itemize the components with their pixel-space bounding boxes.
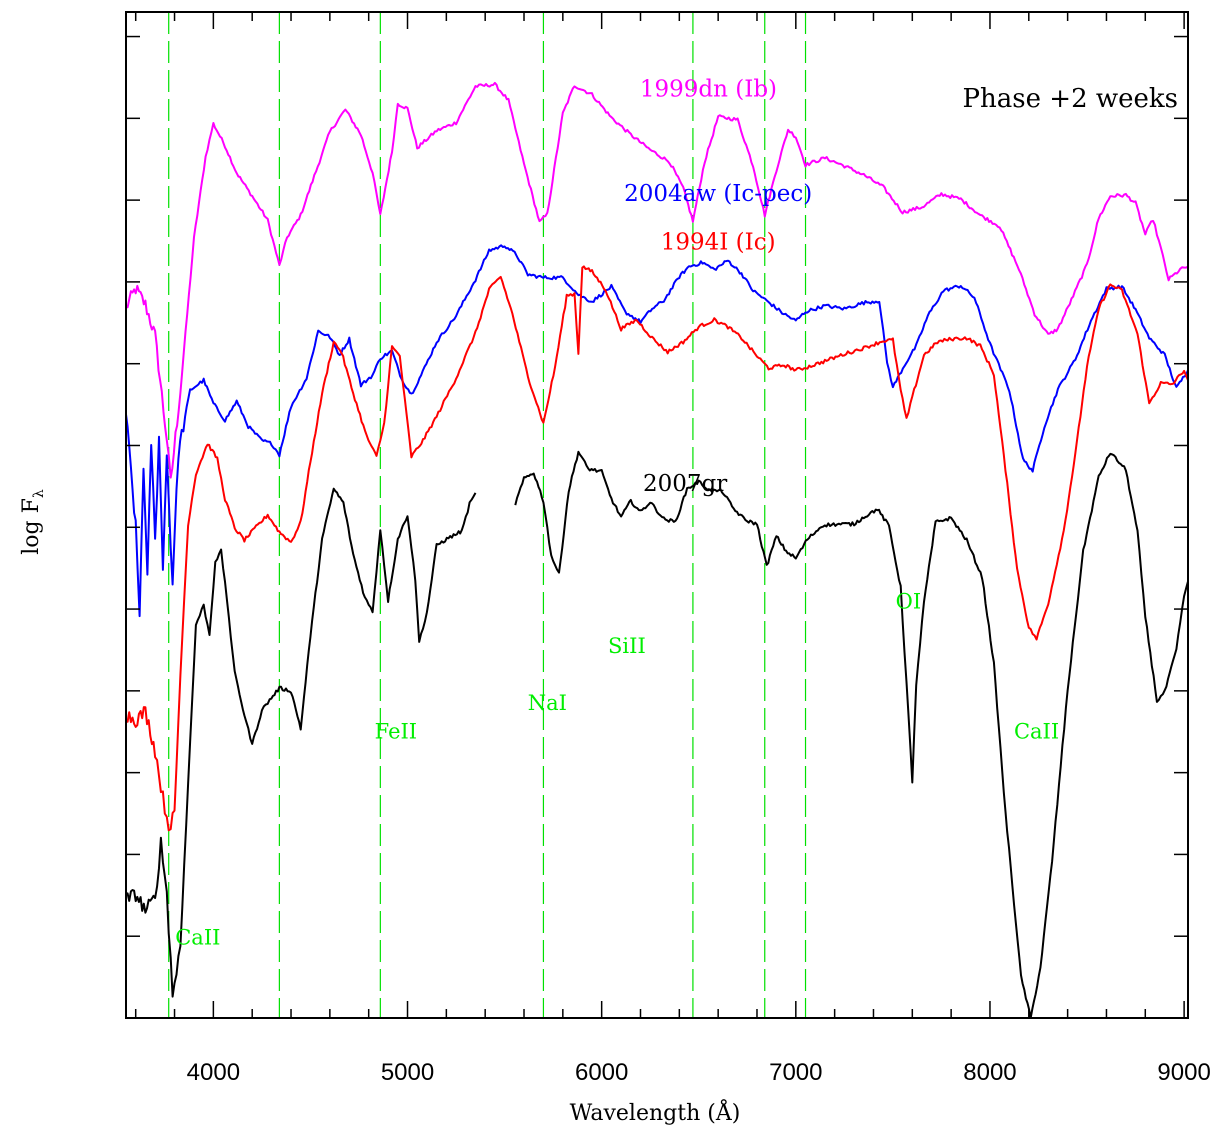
line-label-siii: SiII — [608, 634, 646, 658]
line-label-nai: NaI — [528, 691, 567, 715]
x-tick-label: 7000 — [769, 1059, 822, 1086]
phase-annotation: Phase +2 weeks — [963, 84, 1178, 114]
series-label-2007gr: 2007gr — [643, 471, 727, 497]
reference-lines — [168, 12, 807, 1018]
x-tick-labels: 4000 5000 6000 7000 8000 9000 — [187, 1059, 1211, 1086]
series-line-1994i-ic — [125, 265, 1189, 832]
line-label-oi: OI — [896, 590, 922, 614]
series-label-2004aw-ic-pec: 2004aw (Ic-pec) — [624, 181, 812, 207]
series-line-1999dn-ib — [125, 81, 1189, 479]
spectra-series — [125, 81, 1189, 1019]
series-line-2007gr — [125, 450, 1189, 1019]
y-axis-title-subscript: λ — [31, 489, 47, 498]
series-label-1999dn-ib: 1999dn (Ib) — [640, 77, 777, 103]
svg-text:log Fλ: log Fλ — [19, 489, 47, 555]
line-label-caii: CaII — [175, 926, 220, 950]
series-line-2004aw-ic-pec — [125, 244, 1189, 618]
line-label-feii: FeII — [375, 719, 417, 743]
spectral-line-labels: CaII FeII NaI SiII OI CaII — [175, 590, 1059, 950]
x-tick-label: 5000 — [381, 1059, 434, 1086]
x-tick-label: 8000 — [963, 1059, 1016, 1086]
axis-ticks — [126, 12, 1188, 1019]
series-label-1994i-ic: 1994I (Ic) — [661, 229, 776, 255]
x-tick-label: 9000 — [1157, 1059, 1210, 1086]
y-axis-title-main: log F — [19, 498, 44, 555]
y-axis-title: log Fλ — [19, 489, 47, 555]
x-tick-label: 4000 — [187, 1059, 240, 1086]
x-axis-title: Wavelength (Å) — [570, 1098, 741, 1126]
line-label-caii: CaII — [1014, 719, 1059, 743]
series-labels: 1999dn (Ib) 2004aw (Ic-pec) 1994I (Ic) 2007… — [624, 77, 812, 497]
x-tick-label: 6000 — [575, 1059, 628, 1086]
plot-frame — [125, 11, 1189, 1019]
